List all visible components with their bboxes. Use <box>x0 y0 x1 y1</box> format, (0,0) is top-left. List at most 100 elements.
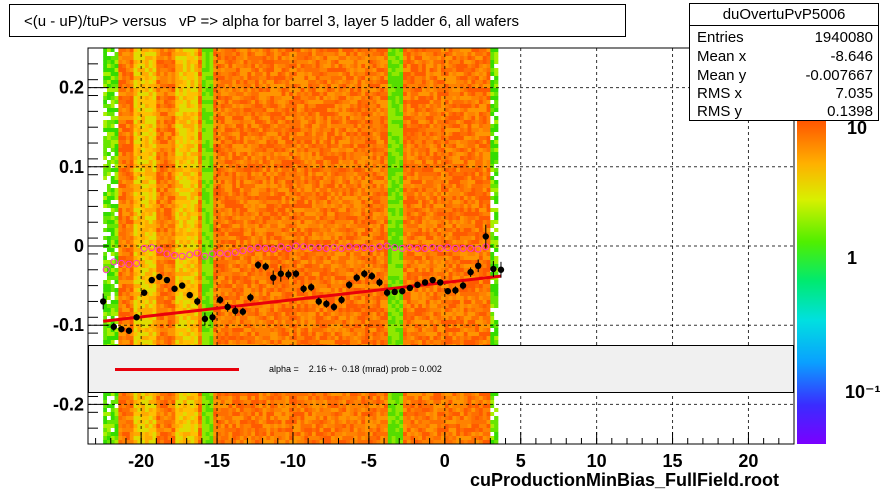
profile-point-black <box>345 281 353 289</box>
profile-point-black <box>323 300 330 308</box>
profile-point-magenta <box>239 247 247 255</box>
x-tick-label: 5 <box>516 451 526 471</box>
profile-point-magenta <box>231 248 239 256</box>
profile-point-black <box>110 323 118 330</box>
profile-point-black <box>209 314 216 321</box>
chart-title: <(u - uP)/tuP> versus vP => alpha for ba… <box>24 13 519 30</box>
profile-point-black <box>437 279 444 286</box>
profile-point-black <box>99 298 107 305</box>
profile-point-black <box>406 284 414 292</box>
profile-point-black <box>307 283 315 291</box>
footer-filename: cuProductionMinBias_FullField.root <box>470 470 780 490</box>
profile-point-magenta <box>300 243 308 251</box>
profile-point-black <box>497 266 505 273</box>
profile-point-magenta <box>307 244 315 252</box>
profile-point-magenta <box>246 245 254 253</box>
profile-point-black <box>414 281 421 289</box>
profile-point-black <box>315 298 322 305</box>
fit-legend-line <box>115 368 239 371</box>
profile-point-black <box>239 308 247 315</box>
profile-point-magenta <box>208 250 216 258</box>
fit-legend-label: alpha = 2.16 +- 0.18 (mrad) prob = 0.002 <box>269 364 442 374</box>
profile-point-black <box>353 274 360 281</box>
profile-point-magenta <box>413 244 421 252</box>
profile-point-magenta <box>444 244 452 252</box>
profile-point-magenta <box>398 244 406 252</box>
y-tick-label: 0.1 <box>59 157 84 177</box>
profile-point-magenta <box>391 244 399 252</box>
profile-point-magenta <box>353 244 361 252</box>
stats-key: RMS y <box>697 103 742 120</box>
profile-point-black <box>338 296 345 304</box>
profile-point-magenta <box>201 252 209 260</box>
profile-point-black <box>368 272 376 280</box>
profile-point-black <box>429 276 436 284</box>
profile-point-magenta <box>148 244 156 252</box>
profile-point-magenta <box>360 244 368 252</box>
y-tick-label: -0.1 <box>53 315 84 335</box>
profile-point-black <box>399 287 406 295</box>
profile-point-black <box>201 315 209 323</box>
stats-key: Mean y <box>697 67 747 84</box>
profile-point-magenta <box>429 244 437 252</box>
profile-point-black <box>171 285 178 292</box>
colorbar-label-1: 1 <box>847 248 858 268</box>
profile-point-black <box>224 303 231 311</box>
profile-point-magenta <box>459 244 467 252</box>
profile-point-magenta <box>474 245 482 253</box>
stats-name: duOvertuPvP5006 <box>722 6 846 23</box>
profile-point-black <box>277 270 285 277</box>
profile-point-magenta <box>163 250 171 258</box>
profile-point-black <box>118 325 125 333</box>
profile-point-black <box>467 268 474 276</box>
profile-point-magenta <box>292 242 300 250</box>
stats-value: 7.035 <box>835 85 873 102</box>
profile-point-black <box>270 274 277 281</box>
profile-point-black <box>148 276 155 284</box>
profile-point-black <box>186 291 193 299</box>
profile-point-magenta <box>451 244 459 252</box>
stats-value: -8.646 <box>830 48 873 65</box>
profile-point-magenta <box>467 244 475 252</box>
stats-value: 0.1398 <box>827 103 873 120</box>
stats-divider <box>690 25 878 26</box>
x-tick-label: 10 <box>587 451 607 471</box>
profile-point-black <box>285 271 292 278</box>
profile-point-magenta <box>186 251 194 259</box>
profile-point-magenta <box>193 249 201 257</box>
x-tick-label: 0 <box>440 451 450 471</box>
series-layer <box>99 224 505 334</box>
profile-point-black <box>125 327 133 334</box>
profile-point-magenta <box>102 266 110 274</box>
profile-point-black <box>140 289 148 296</box>
stats-key: Mean x <box>697 48 747 65</box>
profile-point-magenta <box>383 242 391 250</box>
profile-point-magenta <box>284 244 292 252</box>
stats-row-mean-x: Mean x -8.646 <box>697 48 873 67</box>
title-box: <(u - uP)/tuP> versus vP => alpha for ba… <box>9 4 626 37</box>
stats-row-rms-y: RMS y 0.1398 <box>697 103 873 122</box>
stats-key: RMS x <box>697 85 742 102</box>
profile-point-magenta <box>368 244 376 252</box>
profile-point-magenta <box>117 259 125 267</box>
colorbar-label-10: 10 <box>847 118 868 138</box>
colorbar-label-0p1: 10⁻¹ <box>845 382 881 402</box>
profile-point-magenta <box>406 244 414 252</box>
profile-point-magenta <box>110 258 118 266</box>
axis-layer: -20 -15 -10 -5 0 5 10 15 20 -0.2 -0.1 0 0.1 0.2 <box>53 47 795 471</box>
stats-key: Entries <box>697 29 744 46</box>
profile-point-black <box>376 279 383 286</box>
profile-point-black <box>421 279 429 286</box>
profile-point-magenta <box>277 243 285 251</box>
profile-point-magenta <box>330 244 338 252</box>
profile-point-magenta <box>125 260 133 268</box>
profile-point-black <box>254 261 262 269</box>
stats-row-rms-x: RMS x 7.035 <box>697 85 873 104</box>
y-tick-label: 0 <box>74 236 84 256</box>
profile-point-black <box>490 265 497 273</box>
y-tick-label: 0.2 <box>59 78 84 98</box>
profile-point-black <box>156 273 163 281</box>
stats-row-mean-y: Mean y -0.007667 <box>697 67 873 86</box>
profile-point-black <box>361 270 368 277</box>
profile-point-magenta <box>338 244 346 252</box>
